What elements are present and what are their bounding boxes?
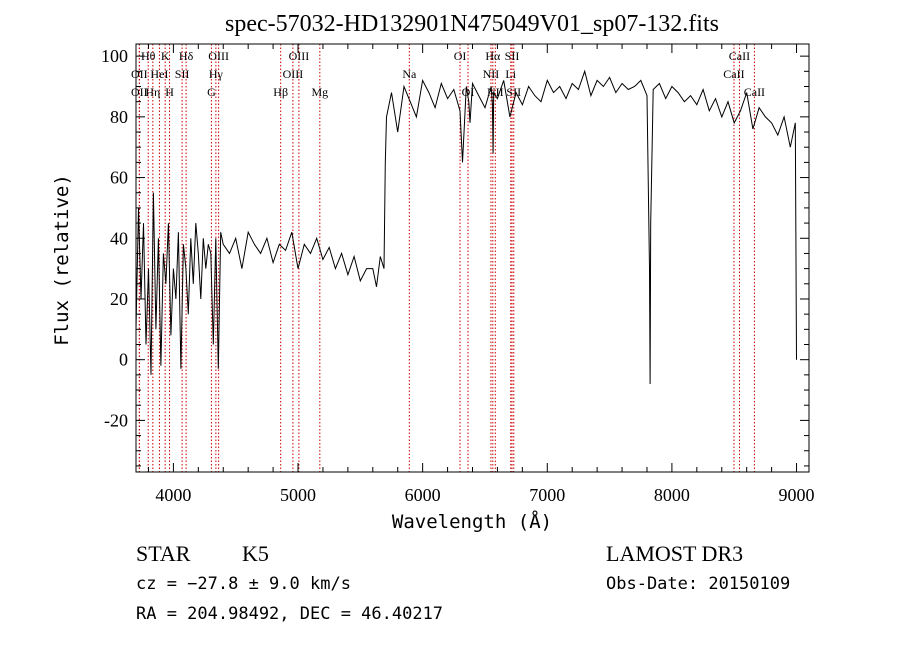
spectral-line-label: SII — [505, 49, 520, 63]
y-axis-label: Flux (relative) — [51, 174, 73, 346]
spectral-line-label: OII — [131, 67, 148, 81]
spectral-line-label: Hβ — [273, 85, 288, 99]
spectral-line-label: Hθ — [141, 49, 156, 63]
x-tick-label: 4000 — [155, 485, 191, 505]
x-axis-label: Wavelength (Å) — [392, 510, 552, 533]
spectral-line-label: HeI — [150, 67, 168, 81]
spectral-line-label: OI — [462, 85, 475, 99]
spectral-line-label: Hα — [485, 49, 501, 63]
spectral-line-label: CaII — [729, 49, 750, 63]
chart-title: spec-57032-HD132901N475049V01_sp07-132.f… — [225, 11, 719, 37]
spectral-line-labels: OIIHθOIIHηHeIKHSIIHδGHγOIIIHβOIIIOIIIMgN… — [131, 49, 765, 99]
coordinates: RA = 204.98492, DEC = 46.40217 — [136, 604, 443, 624]
spectral-line-label: OIII — [289, 49, 310, 63]
x-tick-label: 8000 — [654, 485, 690, 505]
spectral-line-label: CaII — [723, 67, 744, 81]
spectral-line-label: Hδ — [179, 49, 194, 63]
spectral-line-markers — [138, 44, 755, 472]
spectral-line-label: Li — [505, 67, 516, 81]
x-tick-label: 6000 — [405, 485, 441, 505]
spectral-line-label: OII — [131, 85, 148, 99]
spectrum-line — [135, 69, 797, 385]
redshift-velocity: cz = −27.8 ± 9.0 km/s — [136, 574, 351, 594]
spectral-line-label: H — [165, 85, 174, 99]
y-tick-label: 0 — [119, 350, 128, 370]
spectral-line-label: OI — [454, 49, 467, 63]
x-tick-label: 9000 — [779, 485, 815, 505]
y-tick-label: 20 — [110, 289, 128, 309]
y-tick-label: 60 — [110, 168, 128, 188]
y-tick-label: 100 — [101, 46, 128, 66]
spectral-line-label: Mg — [311, 85, 328, 99]
survey-name: LAMOST DR3 — [606, 541, 743, 566]
spectral-line-label: OIII — [283, 67, 304, 81]
spectral-line-label: G — [207, 85, 216, 99]
x-tick-label: 7000 — [529, 485, 565, 505]
y-tick-label: -20 — [104, 410, 128, 430]
spectral-line-label: Hγ — [209, 67, 224, 81]
spectral-line-label: Hη — [145, 85, 160, 99]
x-tick-label: 5000 — [280, 485, 316, 505]
object-subclass: K5 — [242, 541, 269, 566]
object-type: STAR — [136, 541, 191, 566]
y-axis-ticks: -20 0 20 40 60 80 100 — [101, 46, 809, 467]
y-tick-label: 80 — [110, 107, 128, 127]
spectral-line-label: NII — [483, 67, 500, 81]
x-axis-ticks: 4000 5000 6000 7000 8000 9000 — [147, 44, 815, 505]
y-tick-label: 40 — [110, 228, 128, 248]
spectral-line-label: Na — [402, 67, 417, 81]
spectral-line-label: K — [161, 49, 170, 63]
spectral-line-label: OIII — [208, 49, 229, 63]
spectral-line-label: SII — [175, 67, 190, 81]
observation-date: Obs-Date: 20150109 — [606, 574, 790, 594]
spectral-line-label: CaII — [744, 85, 765, 99]
